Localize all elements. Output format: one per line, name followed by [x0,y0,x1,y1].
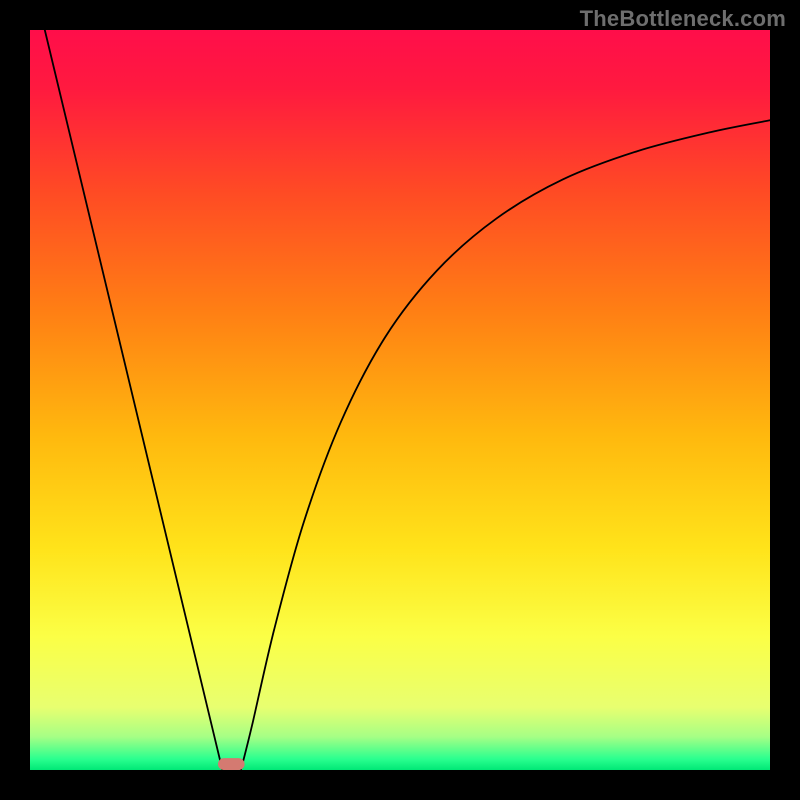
chart-stage: TheBottleneck.com [0,0,800,800]
chart-svg [0,0,800,800]
plot-background [30,30,770,770]
watermark-text: TheBottleneck.com [580,6,786,32]
min-marker [218,758,245,770]
